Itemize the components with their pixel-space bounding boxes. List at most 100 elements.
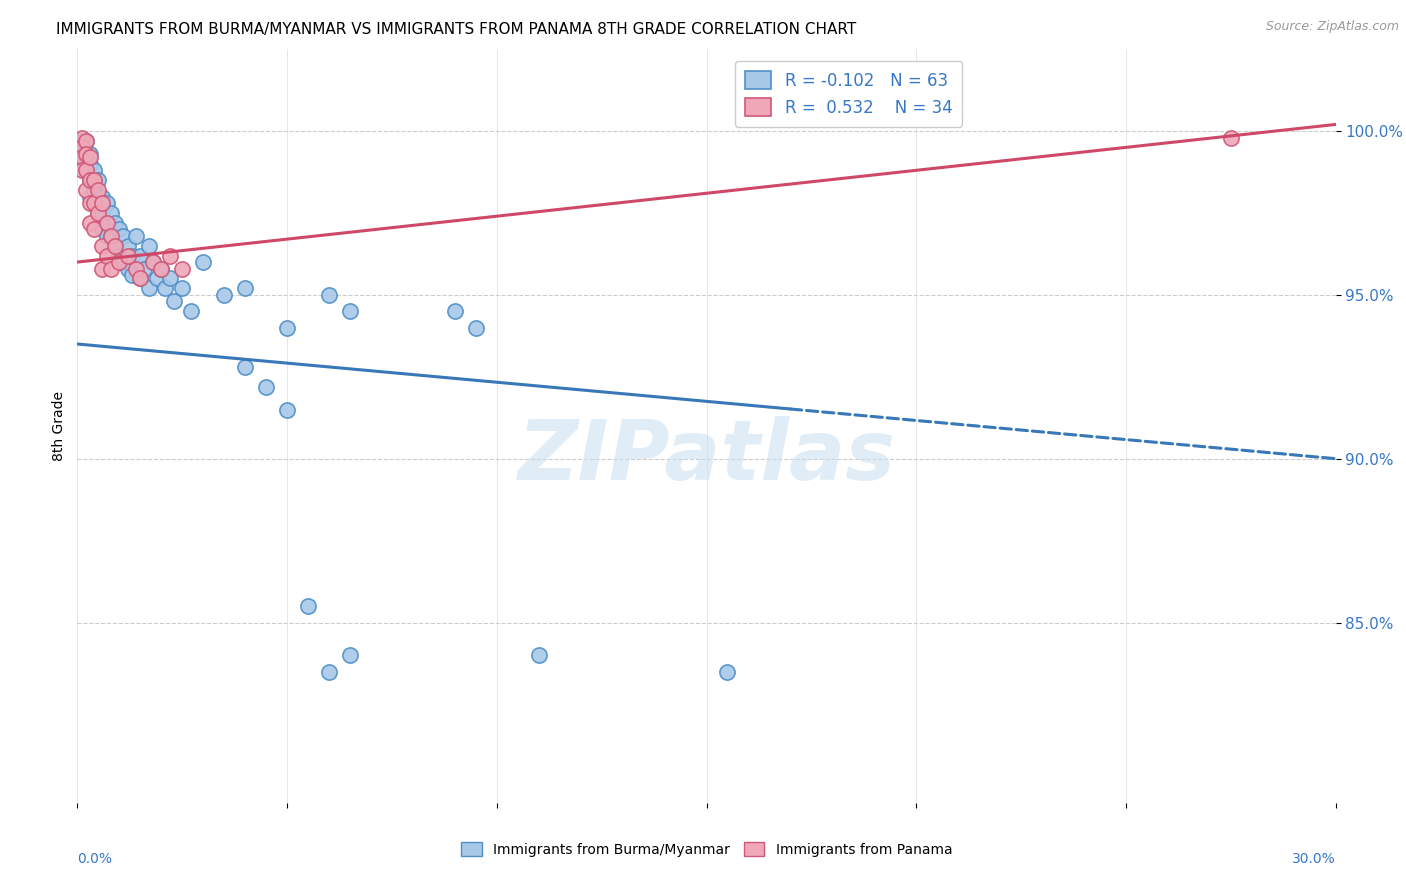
Point xyxy=(70,130,93,145)
Point xyxy=(276,402,298,417)
Point xyxy=(70,150,93,164)
Point xyxy=(87,173,110,187)
Point xyxy=(75,134,97,148)
Point xyxy=(79,216,101,230)
Point xyxy=(297,599,319,614)
Point xyxy=(70,140,93,154)
Point xyxy=(108,222,131,236)
Point xyxy=(129,248,152,262)
Point xyxy=(100,261,122,276)
Point xyxy=(527,648,550,663)
Y-axis label: 8th Grade: 8th Grade xyxy=(52,391,66,461)
Text: 0.0%: 0.0% xyxy=(77,852,112,866)
Point xyxy=(96,216,118,230)
Point xyxy=(108,255,131,269)
Point xyxy=(138,238,160,252)
Point xyxy=(75,147,97,161)
Point xyxy=(75,134,97,148)
Point xyxy=(79,196,101,211)
Point xyxy=(79,173,101,187)
Point xyxy=(163,294,186,309)
Point xyxy=(172,261,194,276)
Point xyxy=(318,288,340,302)
Point xyxy=(100,228,122,243)
Point xyxy=(83,196,105,211)
Point xyxy=(104,216,127,230)
Point xyxy=(142,255,165,269)
Text: 30.0%: 30.0% xyxy=(1292,852,1336,866)
Point xyxy=(75,157,97,171)
Point xyxy=(125,261,148,276)
Point xyxy=(159,248,181,262)
Point xyxy=(134,261,156,276)
Point xyxy=(79,147,101,161)
Text: ZIPatlas: ZIPatlas xyxy=(517,416,896,497)
Text: IMMIGRANTS FROM BURMA/MYANMAR VS IMMIGRANTS FROM PANAMA 8TH GRADE CORRELATION CH: IMMIGRANTS FROM BURMA/MYANMAR VS IMMIGRA… xyxy=(56,22,856,37)
Point xyxy=(276,320,298,334)
Point xyxy=(159,271,181,285)
Point xyxy=(117,238,139,252)
Point xyxy=(91,261,114,276)
Point xyxy=(79,150,101,164)
Point xyxy=(70,147,93,161)
Point xyxy=(716,665,738,679)
Point xyxy=(1219,130,1241,145)
Point xyxy=(91,238,114,252)
Point xyxy=(100,228,122,243)
Point xyxy=(129,271,152,285)
Point xyxy=(96,196,118,211)
Point xyxy=(70,163,93,178)
Point xyxy=(83,222,105,236)
Point xyxy=(150,261,173,276)
Point xyxy=(75,183,97,197)
Point xyxy=(129,271,152,285)
Point xyxy=(117,248,139,262)
Point xyxy=(104,238,127,252)
Point xyxy=(172,281,194,295)
Point xyxy=(75,147,97,161)
Point xyxy=(121,248,143,262)
Point xyxy=(79,189,101,203)
Point xyxy=(108,248,131,262)
Point xyxy=(79,173,101,187)
Point xyxy=(83,173,105,187)
Point xyxy=(464,320,486,334)
Point xyxy=(96,216,118,230)
Point xyxy=(75,163,97,178)
Point xyxy=(142,255,165,269)
Point xyxy=(339,648,361,663)
Point xyxy=(233,281,256,295)
Point xyxy=(91,196,114,211)
Point xyxy=(318,665,340,679)
Point xyxy=(91,206,114,220)
Point xyxy=(155,281,177,295)
Point xyxy=(70,134,93,148)
Point xyxy=(100,206,122,220)
Point xyxy=(87,183,110,197)
Point xyxy=(444,304,467,318)
Point xyxy=(146,271,169,285)
Point xyxy=(112,228,135,243)
Point xyxy=(83,163,105,178)
Point xyxy=(91,222,114,236)
Point xyxy=(96,248,118,262)
Point xyxy=(87,206,110,220)
Point xyxy=(191,255,215,269)
Point xyxy=(339,304,361,318)
Point xyxy=(87,206,110,220)
Point xyxy=(83,196,105,211)
Point xyxy=(125,228,148,243)
Point xyxy=(112,255,135,269)
Point xyxy=(117,261,139,276)
Point xyxy=(91,189,114,203)
Point xyxy=(87,196,110,211)
Point xyxy=(79,157,101,171)
Point xyxy=(212,288,235,302)
Point xyxy=(254,379,277,393)
Point xyxy=(150,261,173,276)
Point xyxy=(104,238,127,252)
Legend: Immigrants from Burma/Myanmar, Immigrants from Panama: Immigrants from Burma/Myanmar, Immigrant… xyxy=(454,836,959,863)
Point xyxy=(83,183,105,197)
Point xyxy=(233,359,256,374)
Point xyxy=(96,228,118,243)
